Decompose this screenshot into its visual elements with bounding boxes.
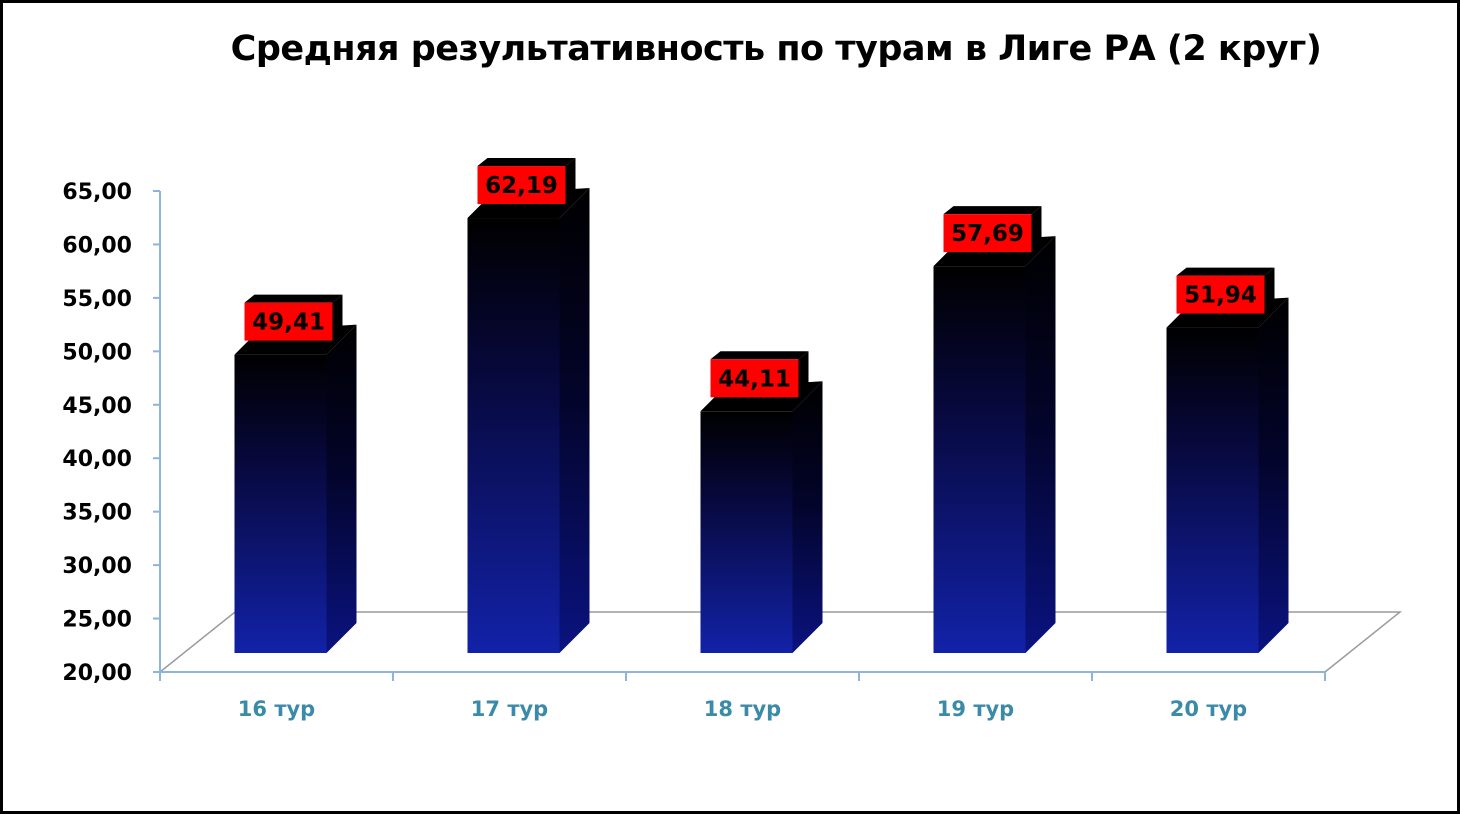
data-label-shadow xyxy=(244,294,343,303)
y-tick-label: 40,00 xyxy=(62,447,132,472)
bar xyxy=(700,411,793,653)
y-tick-label: 65,00 xyxy=(62,180,132,205)
data-label: 57,69 xyxy=(951,221,1024,247)
bar-side xyxy=(326,324,357,653)
y-tick-label: 20,00 xyxy=(62,661,132,686)
y-tick-label: 60,00 xyxy=(62,233,132,258)
data-label-shadow xyxy=(710,351,809,360)
bar-group: 62,19 xyxy=(467,158,590,654)
bar-group: 51,94 xyxy=(1166,267,1289,653)
data-label-box xyxy=(1176,275,1265,314)
bar-side xyxy=(1025,236,1056,653)
y-tick-label: 25,00 xyxy=(62,608,132,633)
x-tick-label: 19 тур xyxy=(937,697,1014,721)
data-label: 44,11 xyxy=(718,366,791,392)
data-label-shadow xyxy=(1264,267,1275,314)
data-label-shadow xyxy=(565,158,576,205)
data-label-shadow xyxy=(332,294,343,341)
bar xyxy=(1166,327,1259,653)
bar-side xyxy=(1258,297,1289,653)
bar-side xyxy=(792,381,823,653)
y-tick-label: 55,00 xyxy=(62,287,132,312)
data-label-box xyxy=(710,359,799,398)
y-tick-label: 45,00 xyxy=(62,394,132,419)
x-tick-label: 20 тур xyxy=(1170,697,1247,721)
data-label-shadow xyxy=(798,351,809,398)
data-label: 51,94 xyxy=(1184,283,1257,309)
chart-title: Средняя результативность по турам в Лиге… xyxy=(230,29,1322,69)
bar xyxy=(467,218,560,654)
bar-group: 49,41 xyxy=(234,294,357,653)
x-tick-label: 17 тур xyxy=(471,697,548,721)
bar-group: 57,69 xyxy=(933,206,1056,653)
bar xyxy=(933,266,1026,653)
y-tick-label: 50,00 xyxy=(62,340,132,365)
data-label-shadow xyxy=(1176,267,1275,276)
data-label: 49,41 xyxy=(252,310,325,336)
data-label-shadow xyxy=(1031,206,1042,253)
data-label-box xyxy=(477,166,566,205)
data-label-shadow xyxy=(943,206,1042,215)
data-label-box xyxy=(943,214,1032,253)
y-tick-label: 35,00 xyxy=(62,501,132,526)
x-tick-label: 18 тур xyxy=(704,697,781,721)
bar xyxy=(234,354,327,653)
data-label-shadow xyxy=(477,158,576,167)
data-label-box xyxy=(244,302,333,341)
x-tick-label: 16 тур xyxy=(238,697,315,721)
y-tick-label: 30,00 xyxy=(62,554,132,579)
bar-side xyxy=(559,188,590,654)
data-label: 62,19 xyxy=(485,173,558,199)
bar-group: 44,11 xyxy=(700,351,823,653)
